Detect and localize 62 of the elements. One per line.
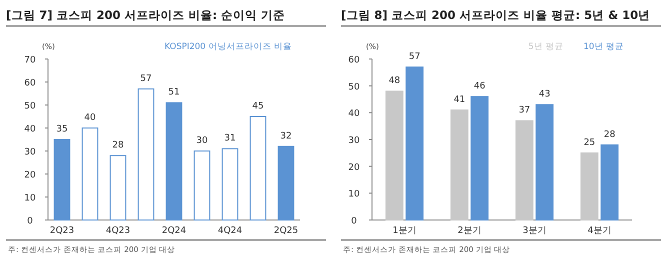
bar [450, 109, 468, 220]
x-tick-label: 2분기 [458, 226, 482, 236]
x-tick-label: 2Q24 [162, 226, 186, 236]
data-label: 48 [388, 76, 400, 86]
bar [138, 88, 154, 220]
data-label: 45 [252, 102, 264, 112]
data-label: 28 [112, 140, 124, 151]
text: 10년 평균 [583, 42, 624, 52]
y-tick-label: 50 [24, 102, 36, 112]
data-label: 40 [84, 113, 96, 123]
x-tick-label: 4Q23 [106, 226, 130, 236]
chart-title: [그림 7] 코스피 200 서프라이즈 비율: 순이익 기준 [6, 8, 286, 22]
bar [82, 128, 98, 220]
y-tick-label: 30 [348, 136, 360, 146]
bar [580, 152, 598, 220]
bar [222, 148, 238, 220]
data-label: 25 [584, 138, 596, 148]
y-tick-label: 0 [351, 216, 358, 226]
y-tick-label: 10 [348, 190, 360, 200]
bar [166, 102, 182, 220]
data-label: 57 [408, 52, 420, 62]
y-tick-label: 60 [348, 56, 360, 66]
bar [406, 66, 424, 220]
bar [194, 150, 210, 220]
bar [278, 146, 294, 220]
y-tick-label: 30 [24, 148, 36, 158]
data-label: 31 [224, 134, 236, 144]
data-label: 46 [474, 82, 486, 92]
x-tick-label: 4분기 [588, 226, 612, 236]
data-label: 32 [280, 131, 292, 142]
data-label: 57 [140, 74, 152, 84]
bar [385, 90, 404, 220]
bar [515, 120, 534, 220]
data-label: 30 [196, 136, 208, 146]
data-label: 28 [604, 130, 616, 140]
y-tick-label: 0 [27, 216, 34, 226]
y-tick-label: 10 [24, 194, 36, 204]
bar [110, 155, 126, 220]
data-label: 43 [538, 90, 550, 100]
y-tick-label: 40 [348, 109, 360, 120]
data-label: 37 [518, 106, 530, 116]
text: KOSPI200 어닝서프라이즈 비율 [164, 42, 292, 52]
data-label: 51 [168, 88, 180, 98]
chart-title: [그림 8] 코스피 200 서프라이즈 비율 평균: 5년 & 10년 [341, 8, 650, 22]
x-tick-label: 3분기 [522, 226, 546, 236]
bar [470, 96, 489, 220]
y-tick-label: 70 [24, 56, 36, 66]
y-tick-label: 50 [348, 82, 360, 92]
bar [54, 139, 70, 220]
bar [250, 116, 266, 220]
y-tick-label: 60 [24, 78, 36, 88]
y-tick-label: 20 [348, 162, 360, 173]
x-tick-label: 4Q24 [218, 226, 242, 236]
data-label: 41 [454, 94, 466, 105]
y-tick-label: 20 [24, 170, 36, 180]
x-tick-label: 2Q23 [50, 226, 74, 236]
bar [600, 144, 619, 220]
x-tick-label: 1분기 [392, 226, 416, 236]
data-label: 35 [56, 124, 68, 134]
y-tick-label: 40 [24, 124, 36, 134]
x-tick-label: 2Q25 [274, 226, 298, 236]
bar [536, 104, 554, 220]
